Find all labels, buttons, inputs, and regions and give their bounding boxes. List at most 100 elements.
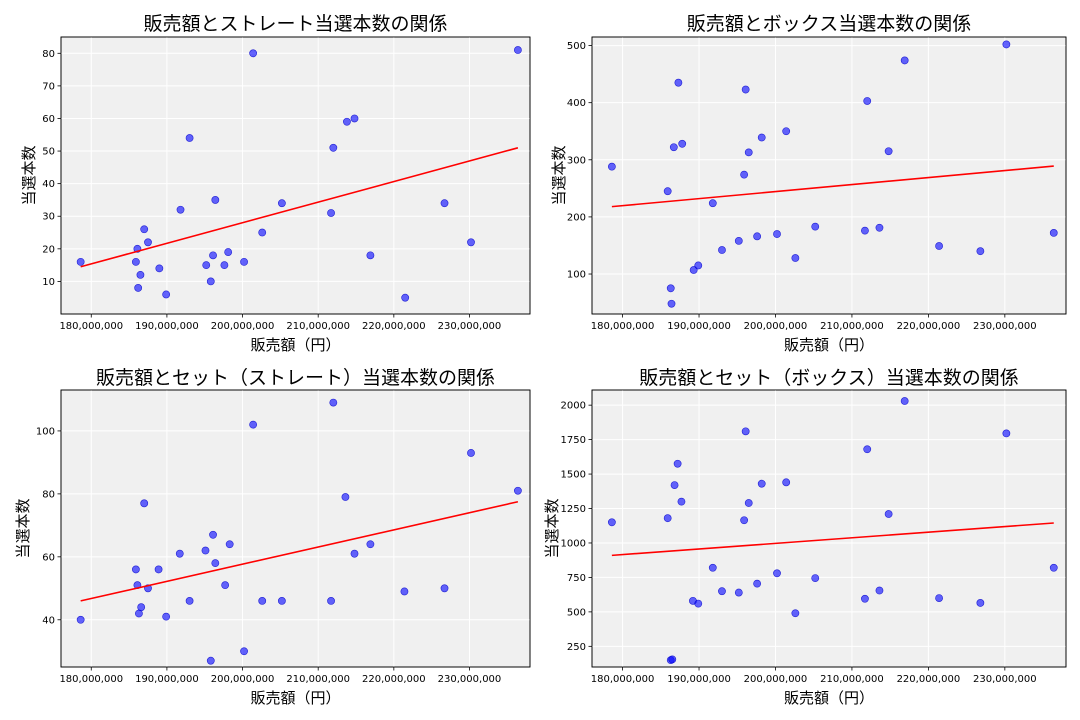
y-tick-label: 1250: [561, 504, 586, 515]
y-tick-label: 50: [42, 147, 55, 158]
x-tick-label: 210,000,000: [820, 674, 884, 685]
y-tick-label: 100: [567, 270, 586, 281]
y-tick-label: 30: [42, 212, 55, 223]
data-point: [350, 549, 359, 558]
data-point: [440, 199, 449, 208]
data-point: [176, 205, 185, 214]
plot-area: [591, 36, 1067, 315]
y-tick-label: 1750: [561, 435, 586, 446]
data-point: [140, 225, 149, 234]
data-point: [366, 540, 375, 549]
data-point: [740, 170, 749, 179]
data-point: [329, 143, 338, 152]
data-point: [875, 586, 884, 595]
y-tick-label: 60: [42, 114, 55, 125]
data-point: [513, 46, 522, 54]
data-point: [400, 587, 409, 596]
data-point: [694, 599, 703, 608]
data-point: [663, 514, 672, 523]
chart-panel-box: 180,000,000 190,000,000 200,000,000 210,000…: [550, 13, 1067, 354]
x-tick-label: 210,000,000: [286, 674, 350, 685]
plot-area: [60, 36, 531, 315]
data-point: [144, 238, 152, 247]
data-point: [206, 656, 215, 665]
data-point: [258, 596, 267, 605]
data-point: [607, 162, 616, 171]
data-point: [669, 143, 678, 152]
y-tick-label: 200: [567, 212, 586, 223]
data-point: [744, 148, 753, 157]
data-point: [329, 398, 338, 407]
data-point: [757, 479, 766, 488]
y-tick-label: 750: [567, 573, 586, 584]
y-tick-label: 40: [42, 179, 55, 190]
data-point: [718, 587, 726, 596]
data-point: [694, 261, 703, 270]
data-point: [666, 284, 675, 293]
y-tick-label: 300: [567, 155, 586, 166]
data-point: [668, 655, 677, 664]
data-point: [718, 246, 726, 254]
data-point: [757, 133, 766, 142]
x-tick-label: 230,000,000: [438, 321, 502, 332]
data-point: [935, 242, 943, 250]
data-point: [935, 594, 943, 602]
data-point: [211, 559, 220, 568]
x-tick-label: 190,000,000: [667, 674, 731, 685]
chart-title: 販売額とセット（ボックス）当選本数の関係: [639, 367, 1018, 389]
chart-title: 販売額とセット（ストレート）当選本数の関係: [96, 367, 495, 389]
data-point: [277, 596, 286, 605]
data-point: [131, 565, 140, 574]
data-point: [884, 147, 893, 156]
x-tick-label: 180,000,000: [59, 674, 123, 685]
data-point: [201, 546, 210, 555]
x-tick-label: 220,000,000: [897, 321, 961, 332]
data-point: [1002, 40, 1011, 49]
chart-title: 販売額とストレート当選本数の関係: [143, 13, 447, 35]
chart-title: 販売額とボックス当選本数の関係: [687, 13, 971, 35]
data-point: [513, 486, 522, 495]
y-tick-label: 20: [42, 244, 55, 255]
data-point: [773, 230, 781, 238]
data-point: [677, 497, 686, 506]
data-point: [155, 264, 164, 273]
data-point: [811, 574, 820, 583]
data-point: [221, 581, 230, 590]
x-axis-label: 販売額（円）: [250, 689, 340, 707]
y-axis-label: 当選本数: [550, 145, 568, 205]
data-point: [773, 569, 781, 578]
data-point: [708, 563, 717, 572]
y-axis-label: 当選本数: [543, 498, 561, 558]
trend-line: [611, 522, 1054, 557]
data-point: [327, 209, 335, 217]
data-point: [206, 277, 215, 286]
x-axis-label: 販売額（円）: [784, 336, 874, 354]
x-tick-label: 230,000,000: [973, 321, 1037, 332]
data-point: [240, 257, 248, 266]
data-point: [175, 549, 184, 558]
x-tick-label: 180,000,000: [591, 321, 655, 332]
data-point: [782, 127, 791, 136]
x-tick-label: 200,000,000: [744, 674, 808, 685]
data-point: [673, 459, 682, 468]
data-point: [366, 251, 375, 260]
data-point: [185, 596, 194, 605]
data-point: [249, 420, 258, 429]
data-point: [137, 603, 146, 612]
x-tick-label: 210,000,000: [286, 321, 350, 332]
y-tick-label: 60: [42, 552, 55, 563]
data-point: [140, 499, 149, 508]
x-tick-label: 210,000,000: [820, 321, 884, 332]
data-point: [225, 540, 234, 549]
x-tick-label: 230,000,000: [438, 674, 502, 685]
data-point: [884, 510, 893, 518]
data-point: [341, 493, 350, 501]
y-axis-label: 当選本数: [20, 145, 38, 205]
data-point: [689, 266, 698, 274]
y-tick-label: 1500: [561, 470, 586, 481]
data-point: [1049, 563, 1058, 572]
data-point: [744, 499, 753, 507]
data-point: [861, 594, 869, 603]
x-tick-label: 200,000,000: [744, 321, 808, 332]
